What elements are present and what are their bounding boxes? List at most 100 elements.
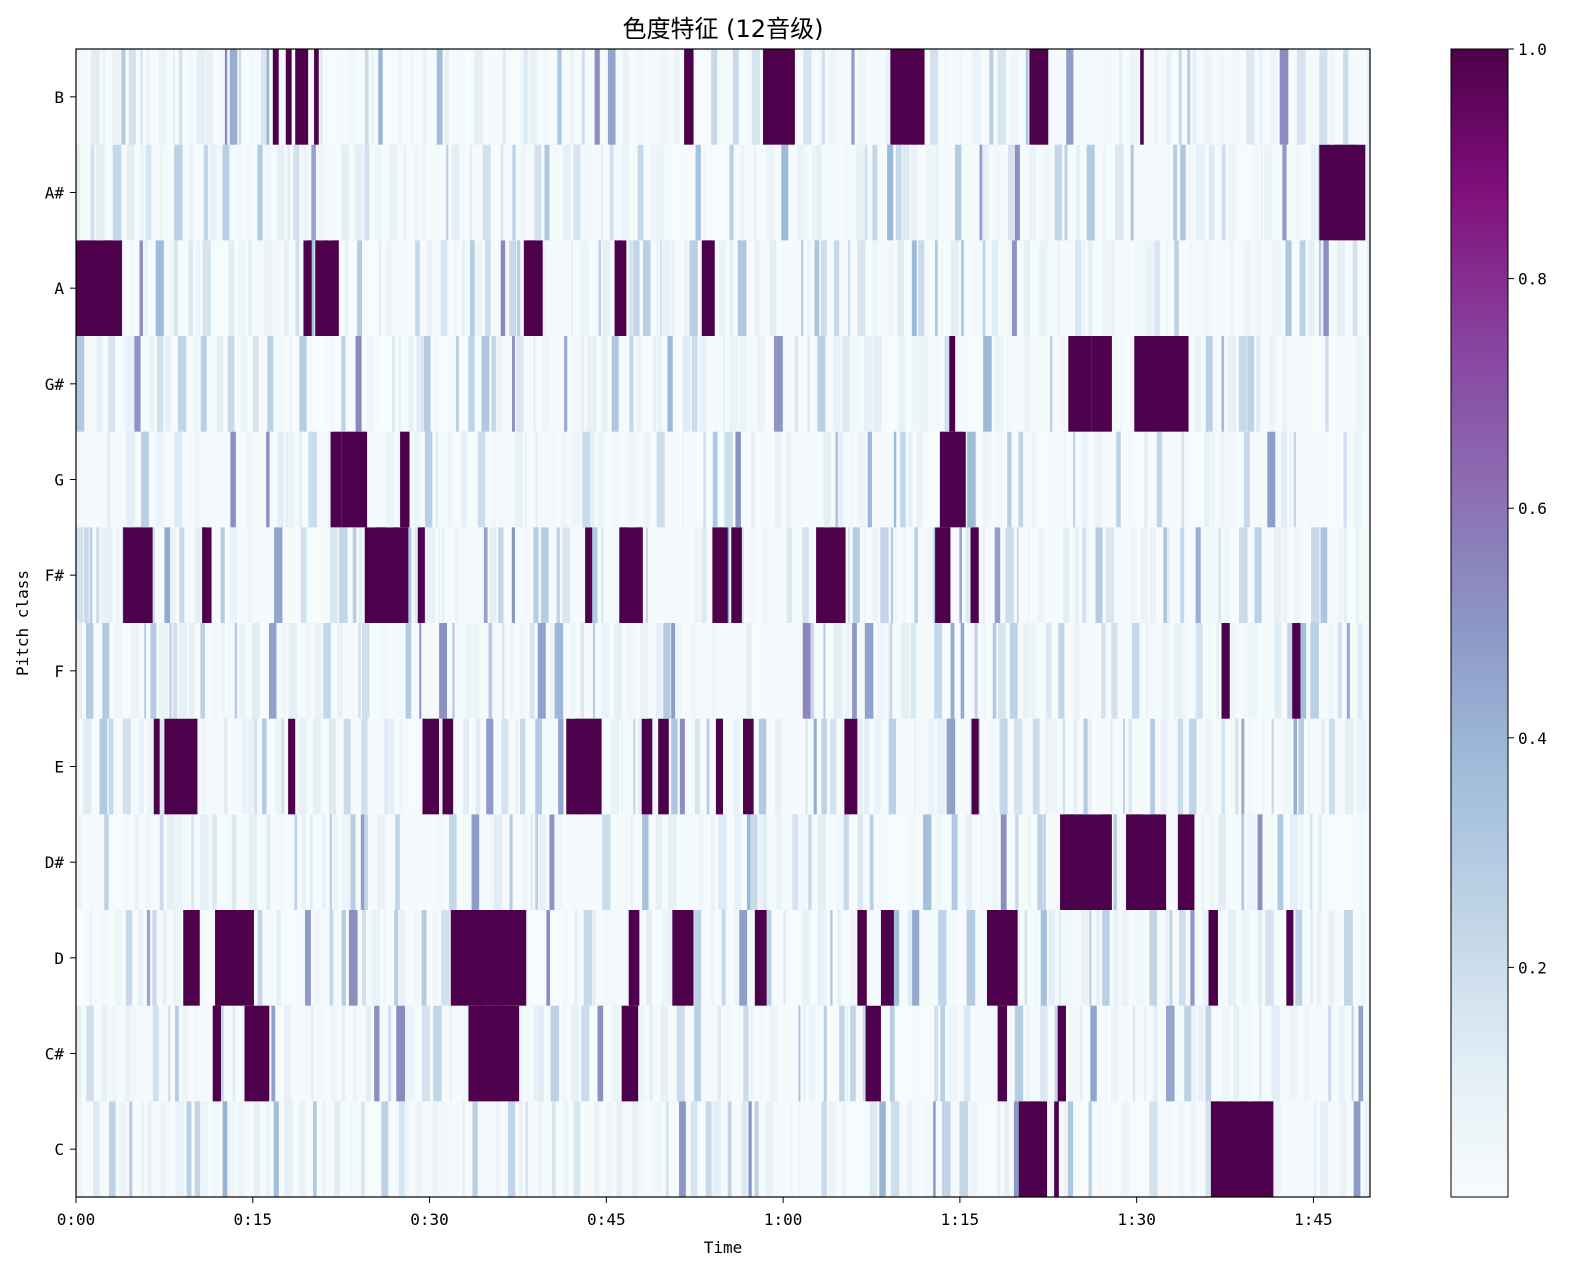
heatmap-cell (308, 431, 318, 528)
heatmap-cell (835, 431, 839, 528)
heatmap-cell (168, 1005, 171, 1102)
heatmap-cell (86, 623, 94, 719)
heatmap-cell (266, 431, 270, 528)
heatmap-cell (364, 49, 369, 145)
heatmap-cell (983, 336, 992, 432)
heatmap-cell (76, 49, 82, 145)
heatmap-cell (874, 718, 881, 815)
heatmap-cell (602, 814, 611, 910)
heatmap-cell (89, 527, 93, 623)
heatmap-cell (1120, 336, 1123, 432)
heatmap (76, 49, 1370, 1197)
heatmap-cell (182, 1005, 189, 1102)
heatmap-cell (221, 49, 224, 145)
heatmap-cell (1121, 910, 1129, 1006)
heatmap-cell (202, 718, 207, 815)
heatmap-cell (890, 527, 894, 623)
heatmap-cell (729, 336, 738, 432)
heatmap-cell (1258, 49, 1263, 145)
heatmap-cell (416, 336, 420, 432)
heatmap-cell (172, 623, 178, 719)
heatmap-cell (525, 1101, 528, 1197)
heatmap-cell (817, 814, 826, 910)
heatmap-cell (1016, 527, 1019, 623)
heatmap-cell (471, 814, 480, 910)
heatmap-cell (917, 718, 921, 815)
heatmap-cell (358, 527, 363, 623)
heatmap-cell (1082, 527, 1087, 623)
heatmap-cell (1128, 431, 1133, 528)
heatmap-cell (961, 240, 964, 336)
heatmap-cell (1040, 910, 1047, 1006)
heatmap-cell (1252, 144, 1259, 241)
y-tick-label: E (54, 758, 64, 777)
y-axis-label: Pitch class (13, 570, 32, 676)
heatmap-cell (1043, 144, 1051, 241)
heatmap-cell (298, 431, 303, 528)
heatmap-cell (839, 1005, 845, 1102)
heatmap-cell (643, 431, 651, 528)
heatmap-cell (592, 910, 596, 1006)
heatmap-cell (541, 240, 547, 336)
heatmap-cell (262, 718, 267, 815)
heatmap-cell (240, 814, 249, 910)
heatmap-cell (202, 1005, 211, 1102)
heatmap-cell (89, 814, 96, 910)
heatmap-cell (629, 336, 634, 432)
heatmap-cell (399, 49, 402, 145)
heatmap-cell (1043, 814, 1046, 910)
heatmap-cell (637, 718, 642, 815)
heatmap-cell (907, 910, 912, 1006)
heatmap-cell (121, 49, 126, 145)
heatmap-cell (1264, 144, 1272, 241)
heatmap-cell (1295, 910, 1303, 1006)
heatmap-cell (455, 527, 459, 623)
heatmap-cell (146, 49, 150, 145)
heatmap-cell (682, 336, 691, 432)
heatmap-cell (419, 814, 428, 910)
heatmap-cell-strong (1210, 1101, 1274, 1197)
heatmap-cell (107, 431, 111, 528)
heatmap-cell (1267, 431, 1276, 528)
heatmap-cell (960, 623, 965, 719)
heatmap-cell (594, 1101, 600, 1197)
heatmap-cell (802, 910, 810, 1006)
heatmap-cell (255, 527, 260, 623)
heatmap-cell (156, 718, 165, 815)
heatmap-cell (1248, 718, 1252, 815)
heatmap-cell (310, 814, 313, 910)
heatmap-cell (759, 1005, 764, 1102)
heatmap-cell (1310, 49, 1319, 145)
heatmap-cell (930, 49, 939, 145)
heatmap-cell (1180, 144, 1186, 241)
heatmap-cell (941, 240, 944, 336)
heatmap-cell (1271, 1005, 1281, 1102)
heatmap-cell (727, 527, 730, 623)
heatmap-cell (228, 240, 234, 336)
heatmap-cell (1232, 814, 1238, 910)
heatmap-cell-strong (285, 49, 292, 145)
heatmap-cell (1032, 718, 1040, 815)
heatmap-cell (1282, 144, 1287, 241)
heatmap-cell (966, 910, 976, 1006)
heatmap-cell (785, 623, 793, 719)
heatmap-cell (1181, 431, 1185, 528)
heatmap-cell (441, 336, 446, 432)
heatmap-cell (512, 336, 515, 432)
heatmap-cell (569, 49, 575, 145)
x-axis: 0:00 0:15 0:30 0:45 1:00 1:15 1:30 1:45 (57, 1197, 1333, 1229)
plot-frame (75, 48, 1371, 1198)
heatmap-cell (414, 431, 418, 528)
heatmap-cell (949, 1005, 958, 1102)
heatmap-cell (954, 144, 962, 241)
x-tick-label: 1:30 (1117, 1210, 1156, 1229)
heatmap-cell (1160, 718, 1168, 815)
heatmap-cell (691, 336, 698, 432)
heatmap-cell (108, 336, 116, 432)
heatmap-cell (781, 1101, 789, 1197)
heatmap-cell (1110, 1101, 1113, 1197)
heatmap-cell (159, 623, 168, 719)
heatmap-cell (535, 718, 542, 815)
heatmap-cell (257, 144, 263, 241)
heatmap-cell (895, 527, 898, 623)
